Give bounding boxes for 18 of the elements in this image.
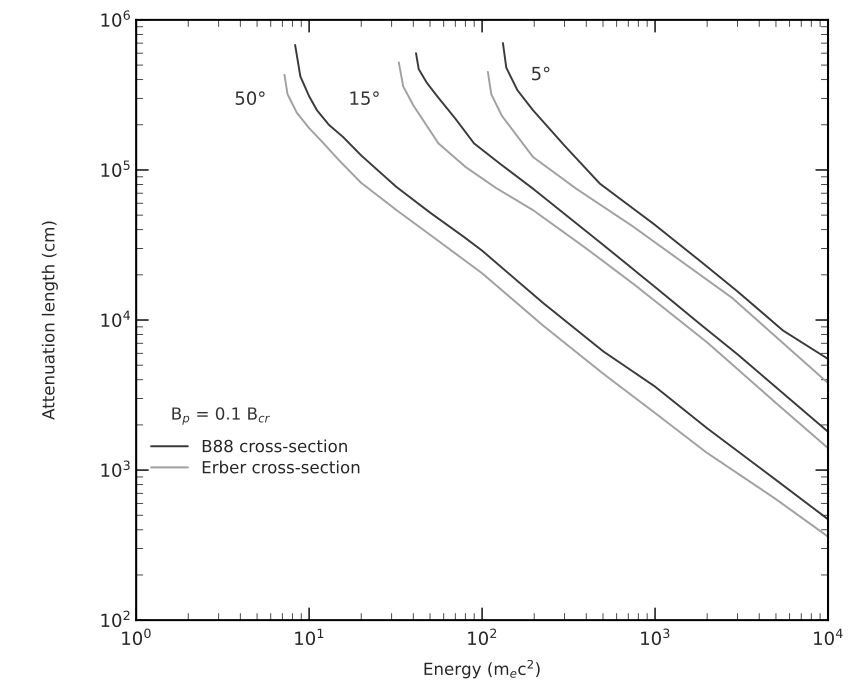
annotation: 15°	[350, 91, 379, 105]
y-tick-label: 10$^{2}$	[102, 610, 130, 628]
x-tick-label: 10$^{0}$	[122, 628, 151, 646]
x-tick-label: 10$^{2}$	[468, 628, 496, 646]
legend-label: Erber cross-section	[202, 460, 360, 474]
y-tick-label: 10$^{3}$	[102, 460, 130, 478]
annotation: 50°	[236, 91, 265, 105]
annotation: B$_{p}$ = 0.1 B$_{cr}$	[172, 407, 270, 425]
x-tick-label: 10$^{3}$	[641, 628, 670, 646]
x-tick-label: 10$^{1}$	[295, 628, 324, 646]
annotation: 5°	[532, 66, 550, 80]
y-tick-label: 10$^{5}$	[102, 160, 130, 177]
legend-label: B88 cross-section	[202, 439, 347, 452]
y-tick-label: 10$^{4}$	[102, 310, 130, 328]
y-axis-title: Attenuation length (cm)	[42, 222, 58, 420]
x-tick-label: 10$^{4}$	[814, 628, 843, 646]
x-axis-title: Energy (m$_{e}$c$^{2}$)	[424, 660, 540, 678]
y-tick-label: 10$^{6}$	[102, 10, 130, 27]
